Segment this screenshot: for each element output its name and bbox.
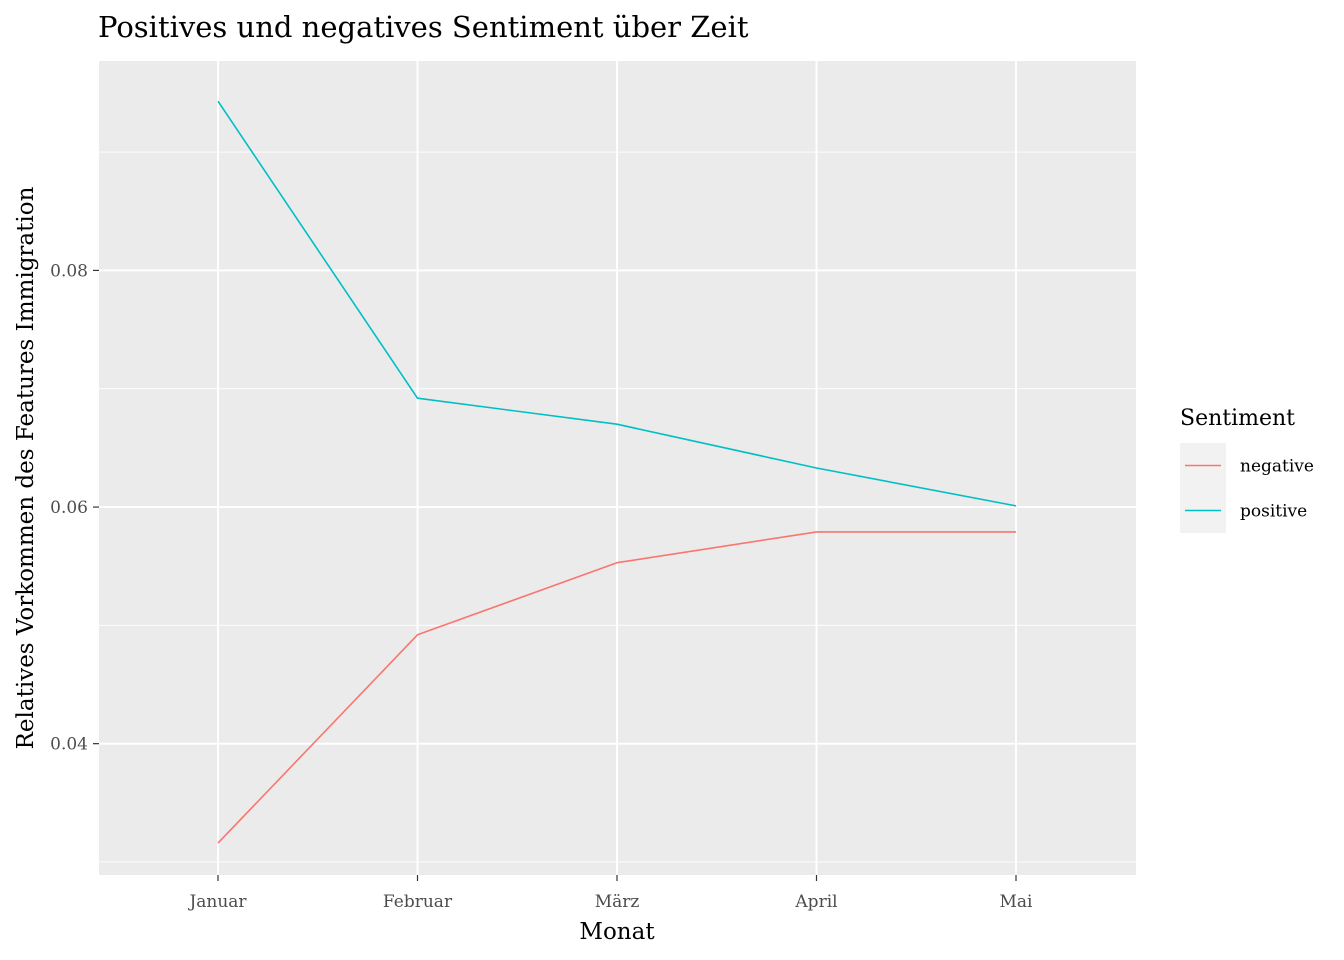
legend-label-positive: positive (1240, 502, 1307, 522)
y-axis-title: Relatives Vorkommen des Features Immigra… (13, 186, 39, 749)
x-axis-title: Monat (579, 919, 655, 945)
x-tick-label-1: Februar (383, 892, 453, 912)
x-tick-label-4: Mai (1000, 892, 1034, 912)
x-tick-label-2: März (595, 892, 640, 912)
y-tick-labels: 0.04 0.06 0.08 (50, 261, 88, 754)
x-tick-label-3: April (794, 892, 837, 912)
chart-title: Positives und negatives Sentiment über Z… (98, 10, 749, 44)
legend-keys: negative positive (1180, 443, 1314, 533)
y-tick-label-1: 0.06 (50, 498, 88, 518)
legend: Sentiment negative positive (1180, 406, 1314, 533)
series-line-negative (217, 531, 1016, 844)
series-lines (217, 100, 1017, 844)
axis-ticks (93, 269, 1017, 881)
x-tick-labels: Januar Februar März April Mai (187, 892, 1033, 912)
series-line-positive (217, 100, 1017, 507)
legend-title: Sentiment (1180, 406, 1295, 431)
y-tick-label-0: 0.04 (50, 735, 88, 755)
legend-label-negative: negative (1240, 457, 1314, 477)
x-tick-label-0: Januar (187, 892, 247, 912)
y-tick-label-2: 0.08 (50, 261, 88, 281)
